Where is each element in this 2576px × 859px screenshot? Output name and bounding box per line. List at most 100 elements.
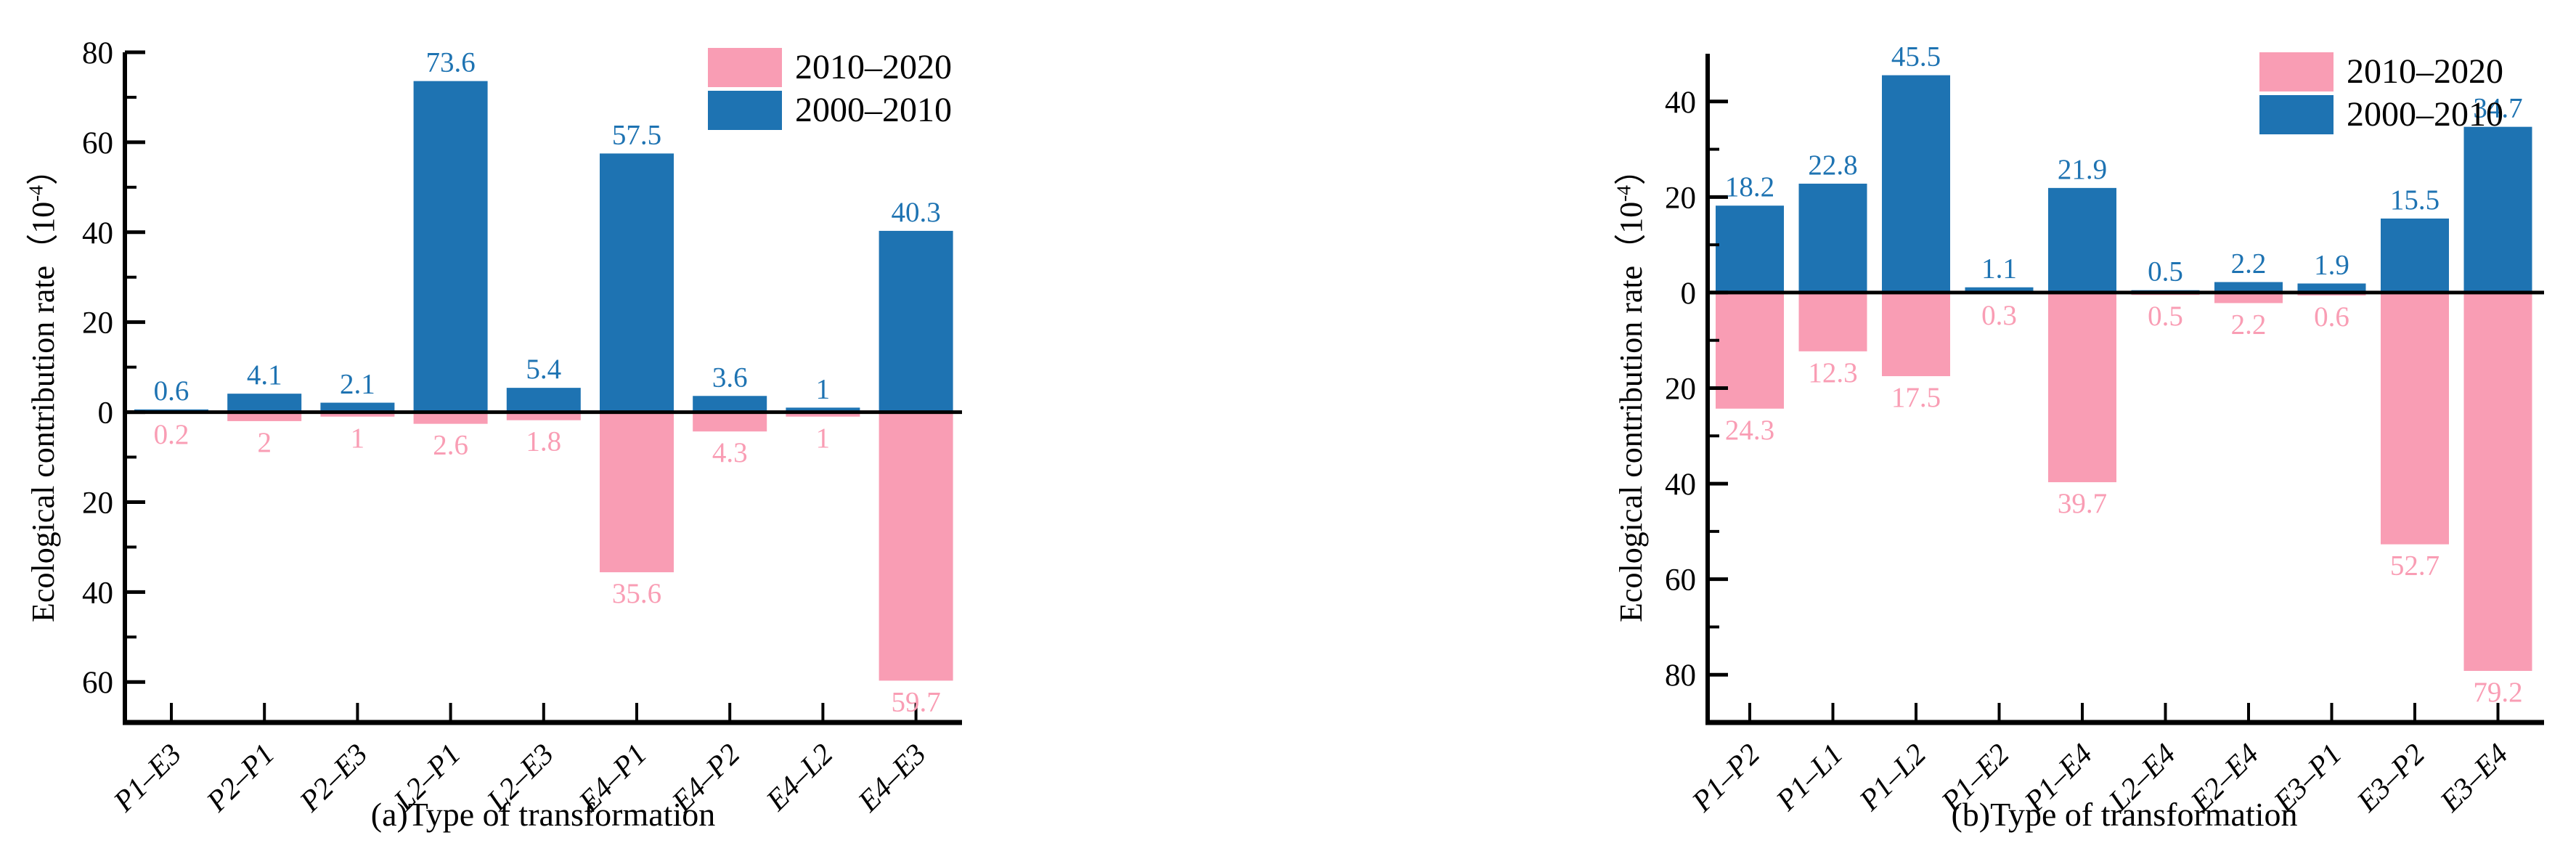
legend-swatch-2000-2010 xyxy=(2259,95,2334,134)
bar-value-label-2010-2020: 2 xyxy=(257,427,272,458)
bar-value-label-2000-2010: 73.6 xyxy=(425,47,475,78)
bar-2010-2020 xyxy=(1716,292,1784,409)
bar-2000-2010 xyxy=(2048,187,2116,293)
legend: 2010–2020 2000–2010 xyxy=(2259,52,2503,134)
plot-area-a: 80 60 40 20 0 20 40 60 P1–E3 0.6 0.2 P2–P1 4.1 2 P2–E3… xyxy=(82,36,962,818)
y-tick-label: 60 xyxy=(82,666,113,700)
bar-value-label-2000-2010: 21.9 xyxy=(2058,154,2107,185)
bar-2010-2020 xyxy=(506,412,581,420)
bar-value-label-2000-2010: 2.1 xyxy=(340,369,375,400)
y-tick-label: 20 xyxy=(82,306,113,341)
bar-value-label-2010-2020: 17.5 xyxy=(1891,382,1941,413)
bar-value-label-2010-2020: 0.6 xyxy=(2314,301,2349,333)
y-tick-label: 60 xyxy=(82,126,113,160)
y-axis-title-exponent: -4 xyxy=(25,185,47,202)
legend-swatch-2010-2020 xyxy=(708,48,782,87)
y-tick-label: 40 xyxy=(1665,468,1696,502)
y-tick-label: 40 xyxy=(82,576,113,610)
x-axis-title: (b)Type of transformation xyxy=(1951,796,2298,833)
bar-2000-2010 xyxy=(227,394,302,412)
y-axis-title: Ecological contribution rate（10-4） xyxy=(1605,153,1651,622)
bar-value-label-2010-2020: 59.7 xyxy=(891,686,940,717)
bar-2010-2020 xyxy=(786,412,860,417)
y-tick-label: 20 xyxy=(1665,181,1696,215)
y-tick-label: 0 xyxy=(1681,277,1697,311)
bar-2010-2020 xyxy=(2463,292,2532,671)
bar-2000-2010 xyxy=(2214,282,2283,293)
y-axis-title-text: Ecological contribution rate（10 xyxy=(1613,201,1649,622)
bar-value-label-2000-2010: 0.5 xyxy=(2148,256,2183,288)
bar-2000-2010 xyxy=(1798,183,1867,293)
chart-panel-b: 40 20 0 20 40 60 80 P1–P2 18.2 24.3 P1–L1 22.8 12.3 P… xyxy=(1288,0,2576,859)
bar-value-label-2000-2010: 1 xyxy=(816,373,831,404)
bar-2000-2010 xyxy=(320,402,395,412)
category-label: E4–E3 xyxy=(851,737,932,818)
bar-value-label-2010-2020: 0.2 xyxy=(154,419,189,450)
bar-2000-2010 xyxy=(879,230,953,412)
bar-2000-2010 xyxy=(2463,126,2532,293)
bar-value-label-2000-2010: 1.1 xyxy=(1981,253,2017,285)
x-axis-title: (a)Type of transformation xyxy=(370,796,716,833)
bar-value-label-2010-2020: 2.6 xyxy=(433,430,468,461)
bar-2000-2010 xyxy=(506,388,581,412)
bar-value-label-2010-2020: 4.3 xyxy=(712,437,748,468)
y-tick-label: 40 xyxy=(1665,86,1696,120)
y-axis-title-suffix: ） xyxy=(25,153,61,186)
bar-value-label-2000-2010: 15.5 xyxy=(2390,184,2440,216)
bar-2010-2020 xyxy=(2381,292,2449,545)
bar-value-label-2010-2020: 0.5 xyxy=(2148,301,2183,332)
bar-value-label-2010-2020: 24.3 xyxy=(1725,415,1774,446)
bar-2010-2020 xyxy=(413,412,488,424)
category-label: P1–L2 xyxy=(1852,737,1933,818)
bar-2000-2010 xyxy=(1965,287,2034,293)
chart-panel-a: 80 60 40 20 0 20 40 60 P1–E3 0.6 0.2 P2–P1 4.1 2 P2–E3… xyxy=(25,36,962,833)
bar-value-label-2000-2010: 3.6 xyxy=(712,362,748,393)
category-label: E4–L2 xyxy=(759,737,839,818)
bar-2010-2020 xyxy=(879,412,953,681)
bar-2010-2020 xyxy=(320,412,395,417)
legend-swatch-2000-2010 xyxy=(708,91,782,130)
bar-value-label-2000-2010: 4.1 xyxy=(247,359,282,391)
legend-item: 2000–2010 xyxy=(708,91,952,130)
bar-2000-2010 xyxy=(693,396,767,412)
bar-2000-2010 xyxy=(786,407,860,412)
bar-value-label-2010-2020: 1 xyxy=(816,423,831,454)
bar-value-label-2010-2020: 79.2 xyxy=(2473,677,2522,708)
y-axis-title-text: Ecological contribution rate（10 xyxy=(25,201,61,622)
legend-swatch-2010-2020 xyxy=(2259,52,2334,91)
bar-2010-2020 xyxy=(693,412,767,432)
bar-value-label-2000-2010: 40.3 xyxy=(891,197,940,228)
bar-2010-2020 xyxy=(600,412,674,573)
bar-2010-2020 xyxy=(227,412,302,421)
bar-value-label-2000-2010: 0.6 xyxy=(154,375,189,407)
y-tick-label: 40 xyxy=(82,216,113,251)
y-tick-label: 80 xyxy=(82,36,113,70)
category-label: E3–P2 xyxy=(2349,737,2431,818)
bar-2010-2020 xyxy=(2214,292,2283,304)
legend-item: 2010–2020 xyxy=(2259,52,2503,91)
bar-2010-2020 xyxy=(1882,292,1950,377)
legend-label: 2010–2020 xyxy=(2347,52,2503,91)
plot-area-b: 40 20 0 20 40 60 80 P1–P2 18.2 24.3 P1–L1 22.8 12.3 P… xyxy=(1665,41,2544,818)
category-label: E3–E4 xyxy=(2433,737,2514,818)
bar-2000-2010 xyxy=(413,81,488,412)
category-label: P1–L1 xyxy=(1769,737,1849,818)
bar-2000-2010 xyxy=(1716,205,1784,293)
bar-value-label-2000-2010: 57.5 xyxy=(612,119,661,150)
bar-2000-2010 xyxy=(600,153,674,412)
legend-label: 2010–2020 xyxy=(795,48,952,86)
bar-2000-2010 xyxy=(1882,75,1950,293)
legend-label: 2000–2010 xyxy=(2347,95,2503,134)
bar-value-label-2010-2020: 2.2 xyxy=(2231,309,2267,340)
category-label: P2–P1 xyxy=(199,737,280,818)
bar-value-label-2000-2010: 45.5 xyxy=(1891,41,1941,73)
category-label: P1–E3 xyxy=(106,737,187,818)
bar-value-label-2000-2010: 22.8 xyxy=(1808,150,1857,181)
bar-2010-2020 xyxy=(2048,292,2116,483)
bar-value-label-2000-2010: 1.9 xyxy=(2314,249,2349,280)
bar-2000-2010 xyxy=(2297,283,2366,293)
y-tick-label: 20 xyxy=(1665,372,1696,407)
bar-value-label-2000-2010: 5.4 xyxy=(526,354,561,385)
bar-value-label-2010-2020: 1 xyxy=(351,423,365,454)
